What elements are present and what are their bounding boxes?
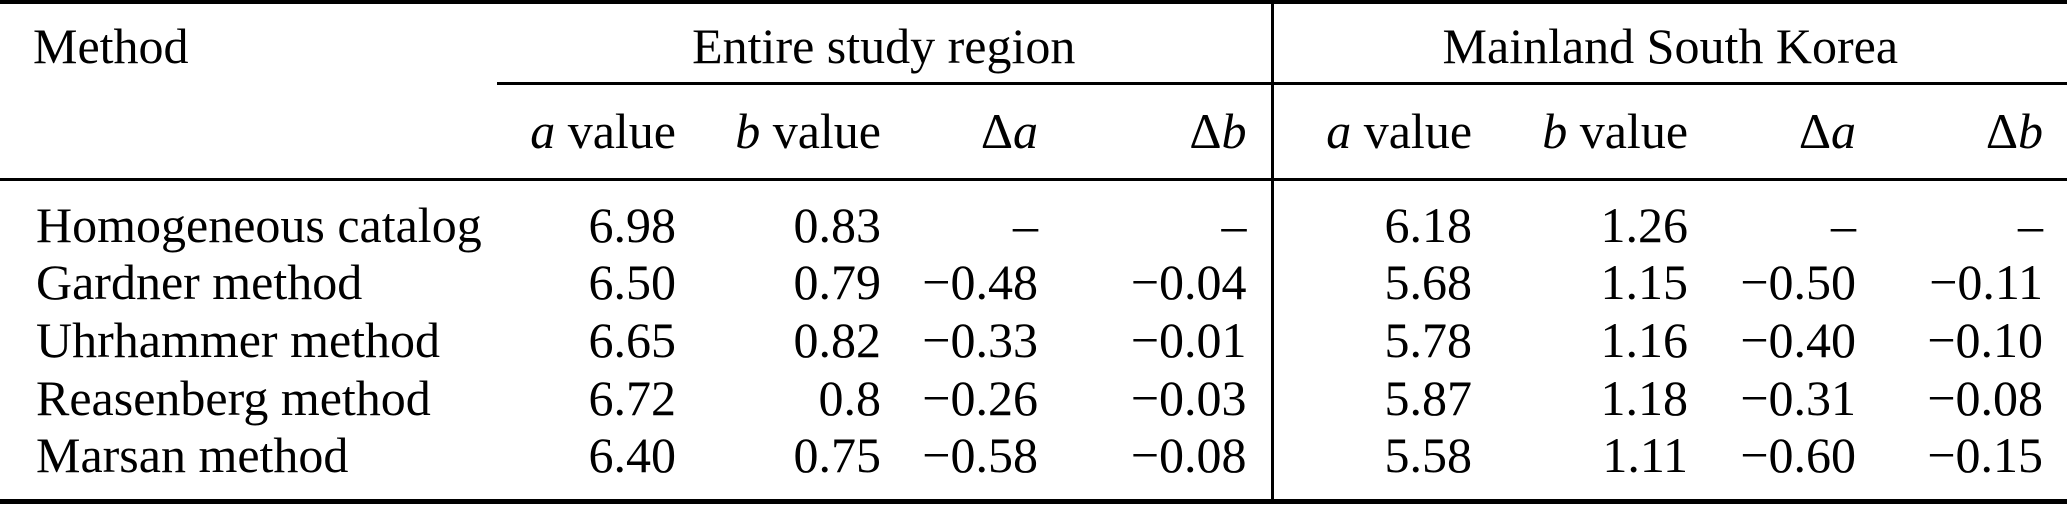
value-cell: 1.15: [1600, 253, 1689, 310]
subheader-symbol: a: [530, 102, 556, 159]
value-cell: 6.65: [588, 311, 677, 368]
method-name-cell: Gardner method: [36, 253, 363, 310]
subheader-delta-b-region: Δb: [1062, 83, 1273, 181]
value-cell: −0.15: [1927, 427, 2044, 483]
column-header-method: Method: [0, 2, 497, 181]
value-cell: −0.40: [1740, 311, 1857, 368]
value-cell: 1.18: [1600, 369, 1689, 426]
value-cell: −0.26: [922, 369, 1038, 426]
value-cell: 5.68: [1270, 253, 1497, 311]
subheader-suffix: value: [1567, 102, 1689, 159]
subheader-b-value-korea: b value: [1496, 83, 1713, 181]
sub-header-row: a value b value Δa Δb a value b value Δa…: [0, 83, 2067, 181]
value-cell: −0.08: [1927, 369, 2044, 426]
group-header-entire-study-region: Entire study region: [497, 2, 1273, 85]
subheader-a-value-region: a value: [497, 83, 700, 181]
method-name-cell: Uhrhammer method: [36, 311, 441, 368]
subheader-symbol: b: [735, 102, 761, 159]
value-cell: −0.33: [922, 311, 1038, 368]
value-cell: −0.58: [922, 427, 1038, 483]
value-cell: –: [2018, 196, 2044, 253]
method-name-cell: Marsan method: [36, 427, 349, 483]
value-cell: −0.01: [1130, 311, 1247, 368]
subheader-delta-a-region: Δa: [905, 83, 1062, 181]
value-cell: −0.48: [922, 253, 1038, 310]
value-cell: −0.10: [1927, 311, 2044, 368]
group-header-mainland-south-korea: Mainland South Korea: [1270, 2, 2067, 85]
table-row: Gardner method 6.50 0.79 −0.48 −0.04 5.6…: [0, 253, 2067, 311]
value-cell: −0.60: [1740, 427, 1857, 483]
delta-symbol: Δ: [1798, 102, 1832, 159]
group-header-row: Method Entire study region Mainland Sout…: [0, 2, 2067, 181]
value-cell: 0.79: [793, 253, 882, 310]
subheader-suffix: value: [1351, 102, 1473, 159]
value-cell: −0.04: [1130, 253, 1247, 310]
value-cell: 5.87: [1270, 369, 1497, 427]
value-cell: −0.11: [1929, 253, 2044, 310]
table-row: Homogeneous catalog 6.98 0.83 – – 6.18 1…: [0, 179, 2067, 253]
delta-symbol: Δ: [1189, 102, 1222, 159]
value-cell: 0.83: [793, 196, 882, 253]
value-cell: 1.26: [1600, 196, 1689, 253]
table-row: Marsan method 6.40 0.75 −0.58 −0.08 5.58…: [0, 427, 2067, 501]
subheader-symbol: a: [1326, 102, 1352, 159]
value-cell: 6.18: [1270, 179, 1497, 253]
value-cell: −0.50: [1740, 253, 1857, 310]
value-cell: 0.82: [793, 311, 882, 368]
subheader-a-value-korea: a value: [1270, 83, 1497, 181]
method-name-cell: Reasenberg method: [36, 369, 431, 426]
subheader-suffix: value: [555, 102, 676, 159]
value-cell: −0.31: [1740, 369, 1857, 426]
value-cell: −0.08: [1130, 427, 1247, 483]
value-cell: 5.58: [1270, 427, 1497, 501]
subheader-delta-a-korea: Δa: [1712, 83, 1881, 181]
value-cell: −0.03: [1130, 369, 1247, 426]
value-cell: –: [1831, 196, 1857, 253]
value-cell: –: [1013, 196, 1038, 253]
value-cell: 6.98: [588, 196, 677, 253]
value-cell: 6.72: [588, 369, 677, 426]
value-cell: 0.8: [818, 369, 882, 426]
delta-symbol: Δ: [980, 102, 1013, 159]
delta-symbol: Δ: [1985, 102, 2019, 159]
subheader-suffix: value: [760, 102, 881, 159]
value-cell: 6.40: [588, 427, 677, 483]
subheader-symbol: a: [1831, 102, 1857, 159]
subheader-delta-b-korea: Δb: [1880, 83, 2067, 181]
value-cell: 6.50: [588, 253, 677, 310]
subheader-b-value-region: b value: [700, 83, 905, 181]
value-cell: 1.11: [1602, 427, 1689, 483]
subheader-symbol: a: [1013, 102, 1038, 159]
value-cell: –: [1221, 196, 1247, 253]
subheader-symbol: b: [1542, 102, 1568, 159]
table-row: Uhrhammer method 6.65 0.82 −0.33 −0.01 5…: [0, 311, 2067, 369]
table-row: Reasenberg method 6.72 0.8 −0.26 −0.03 5…: [0, 369, 2067, 427]
subheader-symbol: b: [2018, 102, 2044, 159]
method-name-cell: Homogeneous catalog: [36, 196, 482, 253]
value-cell: 1.16: [1600, 311, 1689, 368]
subheader-symbol: b: [1221, 102, 1247, 159]
value-cell: 5.78: [1270, 311, 1497, 369]
value-cell: 0.75: [793, 427, 882, 483]
